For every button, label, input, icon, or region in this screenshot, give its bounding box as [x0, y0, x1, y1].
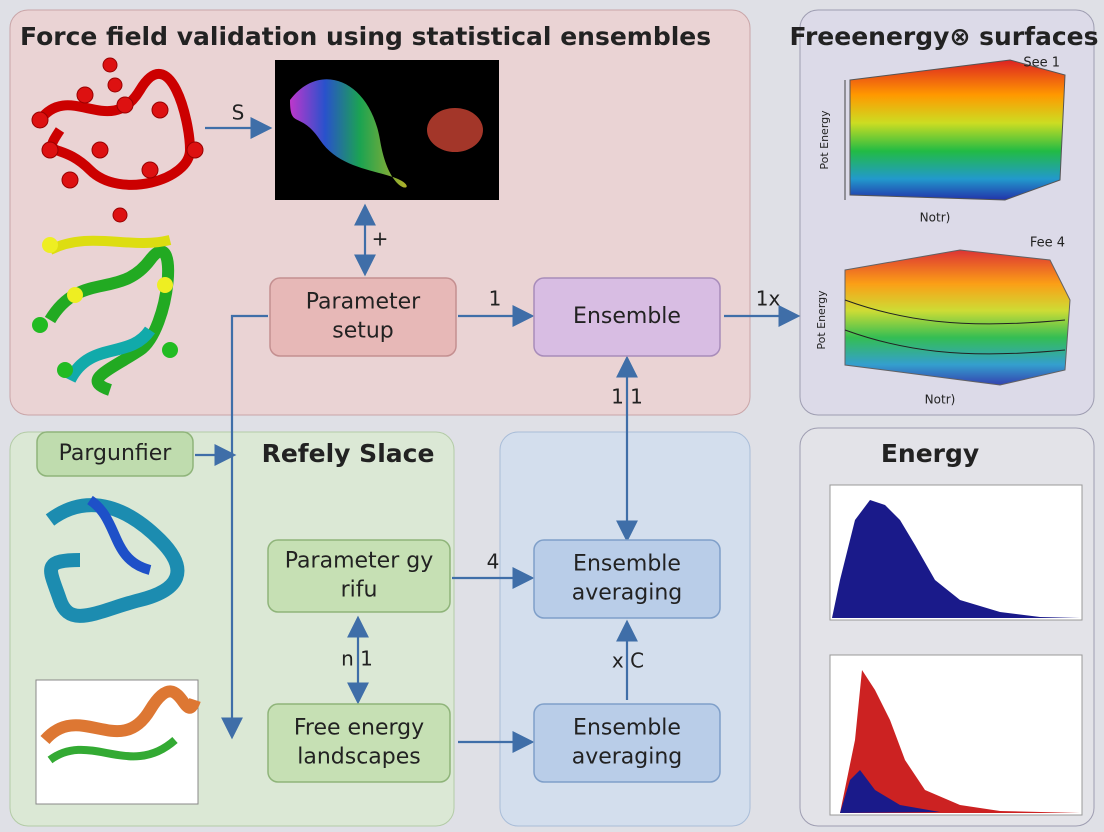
edge-label: 4: [487, 550, 500, 574]
node-label: landscapes: [297, 745, 421, 770]
axis-label: Pot Energy: [818, 110, 831, 170]
plot-label: Fee 4: [1030, 236, 1065, 251]
edge-label: 1 1: [611, 385, 643, 409]
axis-label: Notr): [920, 211, 951, 225]
panel-title: Freeenergy⊗ surfaces: [789, 22, 1098, 51]
molecule-red: [31, 57, 204, 223]
node-box: [533, 703, 721, 783]
edge-label: x C: [612, 649, 644, 673]
edge-label: +: [372, 227, 389, 251]
node-label: rifu: [341, 578, 378, 603]
plot-label: See 1: [1023, 56, 1060, 71]
node-box: [267, 703, 451, 783]
edge-label: 1: [489, 287, 502, 311]
ensemble-image: [275, 60, 499, 200]
node-box: [267, 539, 451, 613]
node-label: Ensemble: [573, 716, 681, 741]
axis-label: Notr): [925, 393, 956, 407]
node-label: Free energy: [294, 716, 424, 741]
molecule-green: [32, 235, 178, 396]
node-box: [533, 539, 721, 619]
molecule-blue: [44, 495, 185, 623]
node-label: Parameter: [306, 290, 421, 315]
node-label: Ensemble: [573, 304, 681, 329]
edge-labels: S + 1 1x 1 1 4 n 1 x C: [232, 101, 781, 673]
node-box: [269, 277, 457, 357]
edge-label: S: [232, 101, 245, 125]
node-label: Pargunfier: [59, 441, 173, 466]
edge-label: n 1: [341, 647, 373, 671]
node-label: setup: [332, 319, 394, 344]
axis-label: Pot Energy: [815, 290, 828, 350]
edge-label: 1x: [756, 287, 781, 311]
node-label: averaging: [572, 745, 683, 770]
title: Force field validation using statistical…: [20, 22, 711, 51]
panel-title: Energy: [881, 439, 979, 468]
node-box: [533, 277, 721, 357]
histograms: [829, 484, 1083, 816]
node-label: Parameter gy: [285, 549, 433, 574]
panel-title: Refely Slace: [262, 439, 435, 468]
edges: [195, 117, 801, 753]
node-label: Ensemble: [573, 552, 681, 577]
node-label: averaging: [572, 581, 683, 606]
node-box: [36, 431, 194, 477]
nodes: Parameter setup Ensemble Pargunfier Paramete…: [36, 277, 721, 783]
structure-plot: [35, 679, 201, 805]
surface-plot: See 1 Pot Energy Notr) Fee 4 Pot Energy …: [815, 56, 1071, 407]
